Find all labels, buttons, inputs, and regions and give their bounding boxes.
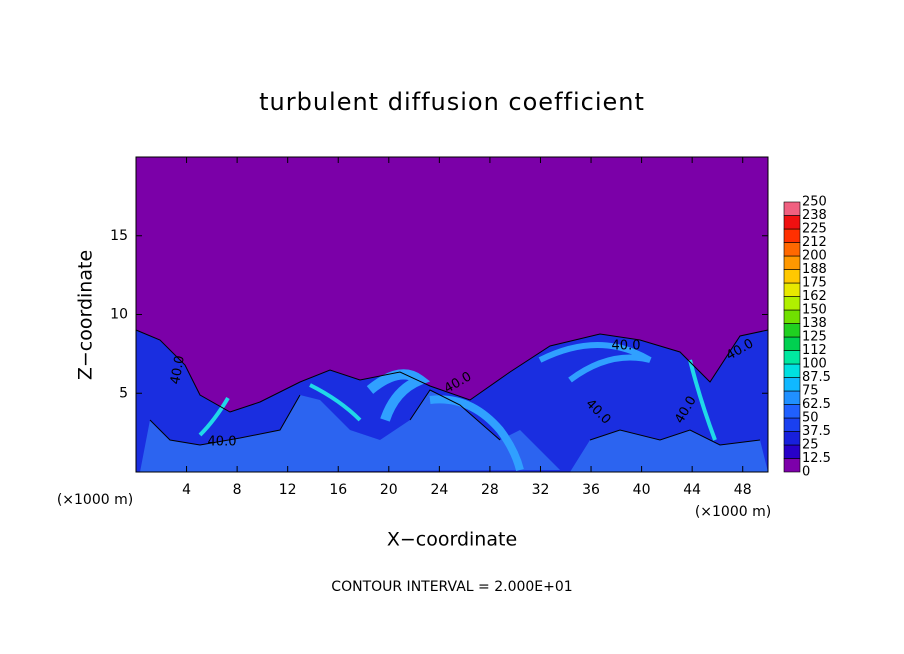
contour-line: [135, 329, 769, 413]
colorbar-bin: [783, 269, 801, 284]
colorbar-label: 175: [802, 276, 827, 291]
field-streak: [198, 396, 230, 437]
colorbar-label: 125: [802, 330, 827, 345]
colorbar-bin: [783, 404, 801, 419]
contour-label: 40.0: [208, 435, 237, 450]
x-tick-label: 28: [481, 482, 499, 498]
x-tick-label: 24: [430, 482, 448, 498]
colorbar-label: 188: [802, 262, 827, 277]
colorbar-label: 62.5: [802, 397, 831, 412]
colorbar-bin: [783, 282, 801, 297]
contour-label: 40.0: [612, 339, 641, 354]
colorbar-bin: [783, 242, 801, 257]
x-unit-label: (×1000 m): [695, 504, 771, 520]
field-streak: [309, 383, 362, 422]
y-tick-label: 15: [110, 228, 128, 244]
y-tick-label: 5: [119, 385, 128, 401]
contour-label: 40.0: [168, 354, 188, 385]
x-tick-label: 8: [233, 482, 242, 498]
y-axis-label: Z−coordinate: [75, 250, 97, 380]
x-tick-label: 20: [380, 482, 398, 498]
colorbar-bin: [783, 201, 801, 216]
colorbar-bin: [783, 255, 801, 270]
footer: CONTOUR INTERVAL = 2.000E+01: [331, 579, 572, 595]
colorbar-bin: [783, 390, 801, 405]
colorbar-label: 150: [802, 303, 827, 318]
colorbar-bin: [783, 417, 801, 432]
colorbar-label: 225: [802, 222, 827, 237]
x-tick-label: 12: [279, 482, 297, 498]
chart-title: turbulent diffusion coefficient: [259, 88, 645, 116]
colorbar-bin: [783, 431, 801, 446]
x-tick-label: 36: [582, 482, 600, 498]
colorbar-bin: [783, 377, 801, 392]
colorbar-bin: [783, 363, 801, 378]
colorbar-bin: [783, 336, 801, 351]
colorbar-bin: [783, 458, 801, 473]
colorbar-bin: [783, 228, 801, 243]
x-axis-label: X−coordinate: [387, 529, 517, 551]
colorbar-bin: [783, 296, 801, 311]
colorbar-label: 238: [802, 208, 827, 223]
x-tick-label: 16: [329, 482, 347, 498]
field-streak: [688, 359, 717, 441]
colorbar-label: 200: [802, 249, 827, 264]
colorbar-bin: [783, 323, 801, 338]
x-tick-label: 48: [734, 482, 752, 498]
colorbar-label: 75: [802, 384, 819, 399]
colorbar-label: 12.5: [802, 451, 831, 466]
contour-line: [149, 389, 761, 446]
x-tick-label: 40: [633, 482, 651, 498]
colorbar-label: 162: [802, 289, 827, 304]
colorbar-label: 112: [802, 343, 827, 358]
colorbar-label: 87.5: [802, 370, 831, 385]
field-streak: [366, 369, 431, 422]
x-tick-label: 4: [182, 482, 191, 498]
colorbar-bin: [783, 350, 801, 365]
x-unit-label: (×1000 m): [57, 492, 133, 508]
field-streak: [538, 342, 652, 383]
field: [135, 156, 769, 473]
colorbar-label: 0: [802, 465, 810, 480]
colorbar-label: 138: [802, 316, 827, 331]
colorbar-bin: [783, 215, 801, 230]
x-tick-label: 32: [532, 482, 550, 498]
field-region: [140, 390, 560, 472]
colorbar-bin: [783, 309, 801, 324]
colorbar-label: 100: [802, 357, 827, 372]
colorbar-label: 250: [802, 195, 827, 210]
field-region: [570, 430, 768, 472]
colorbar-bin: [783, 444, 801, 459]
x-tick-label: 44: [683, 482, 701, 498]
colorbar-label: 212: [802, 235, 827, 250]
colorbar-label: 37.5: [802, 424, 831, 439]
y-tick-label: 10: [110, 307, 128, 323]
colorbar-label: 25: [802, 438, 819, 453]
colorbar-label: 50: [802, 411, 819, 426]
